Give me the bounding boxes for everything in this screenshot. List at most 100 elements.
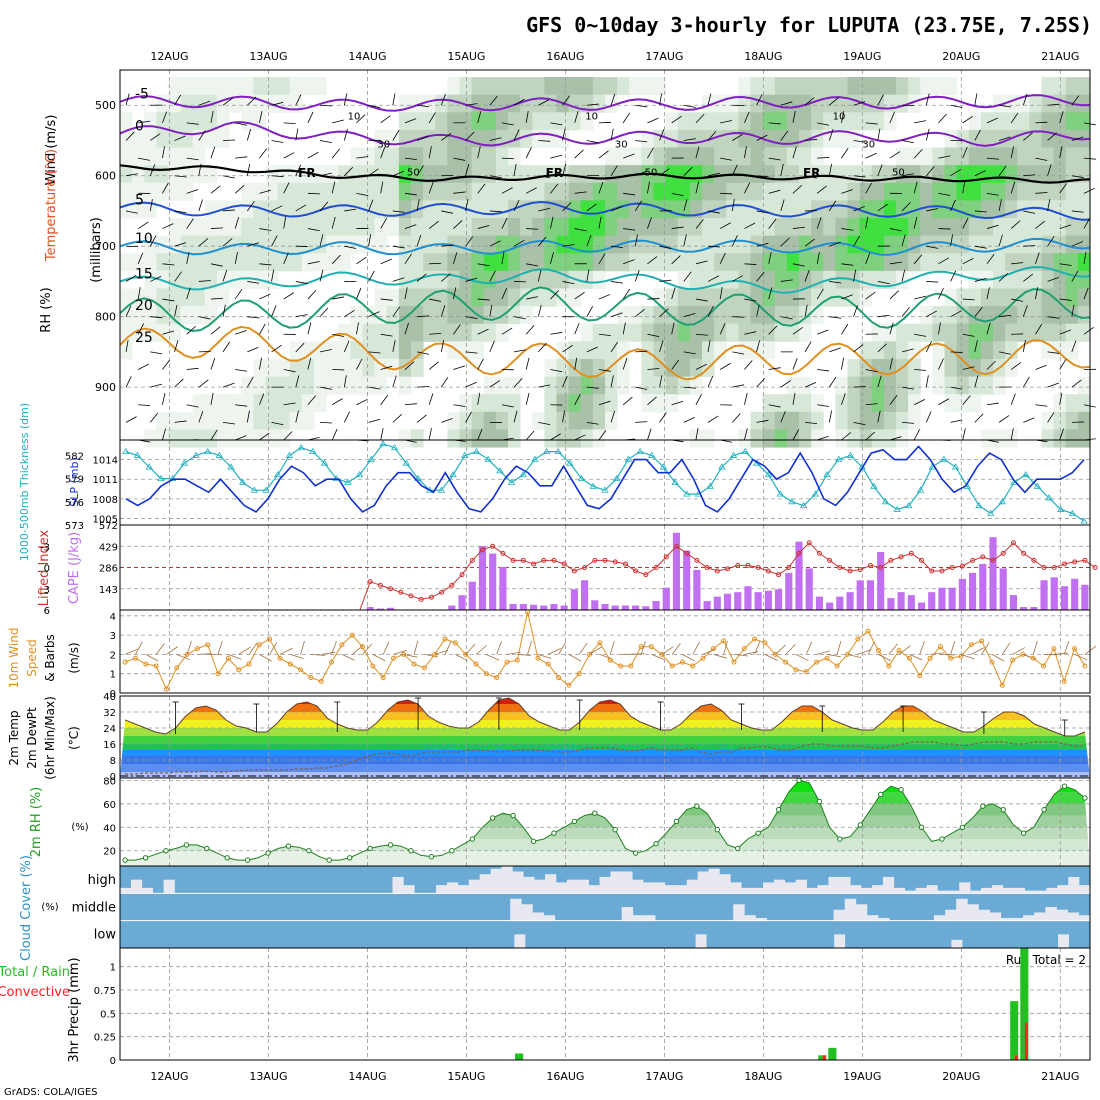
rh-cell	[411, 306, 424, 325]
rh-cell	[301, 218, 315, 237]
rh-cell	[714, 94, 727, 113]
wind-barb	[307, 322, 312, 335]
li-point	[1082, 557, 1088, 563]
wind-barb	[513, 163, 517, 176]
rh-cell	[702, 165, 715, 184]
li-point	[510, 557, 516, 563]
rh-cell	[811, 306, 824, 325]
wind-barb	[489, 240, 501, 247]
wind-barb	[513, 239, 525, 247]
wind-barb	[901, 202, 911, 212]
wind-barb-10m	[774, 644, 786, 655]
wind-barb	[271, 421, 284, 426]
cloud-bar	[632, 879, 644, 894]
thickness-point	[846, 451, 855, 458]
wind-barb	[707, 305, 714, 317]
cloud-bar	[867, 915, 879, 921]
wind-speed-point	[535, 655, 541, 661]
rh-cell	[750, 129, 764, 149]
wind-barb	[986, 322, 991, 335]
rh-cell	[677, 165, 691, 184]
thickness-point	[309, 447, 317, 454]
rh-cell	[447, 323, 460, 342]
rh-cell	[568, 429, 582, 448]
rh-cell	[896, 182, 909, 201]
rh-cell	[714, 341, 727, 360]
wind-barb	[307, 228, 320, 232]
rh-cell	[908, 77, 921, 96]
wind-barb	[526, 228, 539, 230]
rh-cell	[241, 218, 254, 237]
wind-barb	[901, 306, 910, 317]
rh-cell	[229, 200, 242, 219]
rh-cell	[192, 235, 206, 254]
wind-barb	[853, 235, 861, 247]
rh-cell	[738, 77, 751, 96]
wind-barb	[186, 157, 199, 161]
li-point	[929, 568, 935, 574]
wind-barb-10m	[310, 653, 325, 656]
rh-cell	[823, 253, 836, 272]
rh-cell	[968, 253, 982, 272]
rh-cell	[592, 429, 606, 448]
wind-barb	[186, 122, 199, 125]
wind-barb	[562, 375, 568, 388]
thickness-point	[1080, 517, 1088, 524]
rh-cell	[944, 323, 958, 342]
rh-cell	[265, 394, 279, 413]
rh-cell	[265, 253, 279, 272]
wind-barb-10m	[155, 643, 165, 655]
temp-band	[120, 704, 1090, 712]
rh-cell	[568, 94, 582, 113]
wind-barb	[695, 113, 705, 124]
rh-cell	[1065, 429, 1079, 448]
wind-barb	[974, 210, 987, 213]
cloud-bar	[1057, 885, 1069, 894]
wind-barb-10m	[991, 654, 1005, 662]
rh-cell	[338, 165, 351, 184]
cape-bar	[1081, 584, 1089, 610]
wind-barb	[804, 270, 810, 282]
rh-cell	[920, 165, 933, 184]
wind-speed-point	[721, 638, 727, 644]
wind-barb	[1047, 164, 1052, 176]
wind-barb	[1023, 210, 1036, 214]
wind-barb	[853, 386, 866, 388]
wind-barb-10m	[971, 647, 984, 655]
temp-tick: 24	[103, 724, 116, 735]
wind-barb	[744, 263, 757, 265]
rh-cell	[896, 376, 909, 395]
thickness-point	[274, 470, 282, 478]
rh-cell	[301, 394, 315, 413]
lifted-index-label: Lifted Index	[37, 529, 52, 606]
rh-cell	[1077, 394, 1091, 413]
rh-cell	[823, 77, 836, 96]
wind-barb	[477, 263, 490, 267]
wind-barb	[283, 292, 295, 300]
wind-barb	[501, 251, 505, 264]
rh-point	[347, 855, 353, 861]
rh-cell	[217, 253, 230, 272]
rh-cell	[374, 288, 388, 307]
wind-barb	[162, 330, 175, 335]
wind-barb	[174, 242, 187, 247]
rh-cell	[689, 341, 703, 360]
rh-cell	[702, 270, 715, 289]
wind-speed-point	[659, 651, 665, 657]
rh-cell	[750, 218, 764, 237]
rh-cell	[168, 253, 182, 272]
rh-cell	[1077, 376, 1091, 395]
wind-barb	[998, 234, 1003, 247]
rh-cell	[786, 200, 800, 219]
upper-air-temp-label: Temperature (°C)	[44, 149, 59, 262]
wind-barb-10m	[1022, 654, 1037, 660]
cloud-bar	[521, 904, 533, 921]
thickness-point	[285, 451, 294, 458]
wind-barb	[792, 358, 798, 370]
rh-cell	[447, 200, 460, 219]
cape-bar	[499, 566, 507, 610]
wind-barb	[986, 117, 999, 124]
wind-barb	[247, 96, 257, 106]
rh-point	[1000, 806, 1006, 813]
